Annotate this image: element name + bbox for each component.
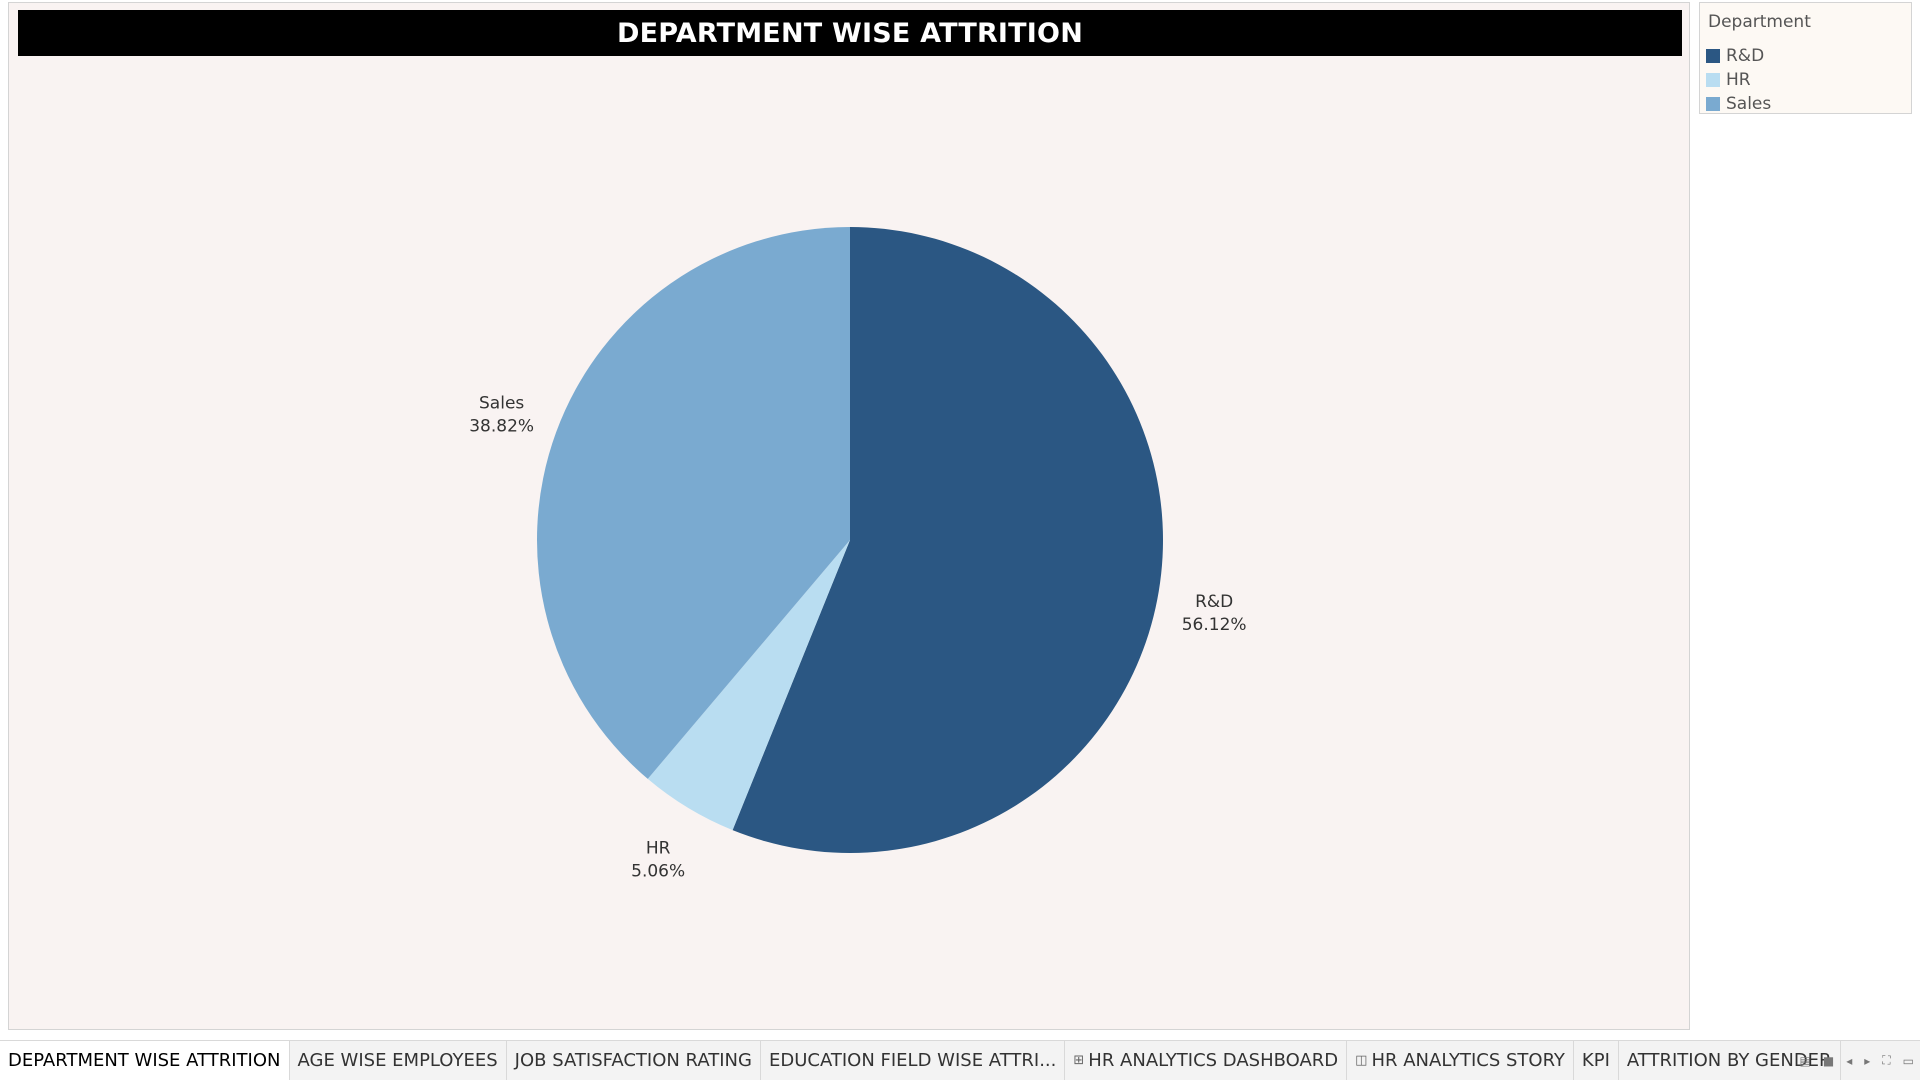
tab-department-wise-attrition[interactable]: DEPARTMENT WISE ATTRITION [0,1041,290,1080]
slice-percent-label: 56.12% [1182,615,1247,635]
legend: Department R&D HR Sales [1699,2,1912,114]
legend-label-sales: Sales [1726,94,1771,114]
legend-swatch-sales [1706,97,1720,111]
tab-navigation: ▤ ■ ◂ ▸ ⛶ ▭ [1800,1053,1915,1068]
slice-category-label: HR [646,839,671,859]
tab-label: AGE WISE EMPLOYEES [298,1050,498,1071]
tab-list-icon[interactable]: ▤ [1800,1054,1811,1068]
legend-swatch-rnd [1706,49,1720,63]
legend-label-hr: HR [1726,70,1751,90]
slice-percent-label: 5.06% [631,862,685,882]
legend-items: R&D HR Sales [1706,44,1771,116]
slice-category-label: Sales [479,393,524,413]
slice-percent-label: 38.82% [469,416,534,436]
tab-label: KPI [1582,1050,1610,1071]
previous-tab-icon[interactable]: ◂ [1846,1054,1852,1068]
tab-job-satisfaction-rating[interactable]: JOB SATISFACTION RATING [507,1041,761,1080]
tab-hr-analytics-story[interactable]: ◫ HR ANALYTICS STORY [1347,1041,1574,1080]
presentation-icon[interactable]: ▭ [1903,1054,1914,1068]
next-tab-icon[interactable]: ▸ [1864,1054,1870,1068]
legend-item-sales[interactable]: Sales [1706,92,1771,116]
story-icon: ◫ [1355,1053,1367,1068]
tab-label: HR ANALYTICS DASHBOARD [1088,1050,1338,1071]
fullscreen-icon[interactable]: ⛶ [1882,1053,1890,1068]
tab-label: HR ANALYTICS STORY [1371,1050,1564,1071]
legend-swatch-hr [1706,73,1720,87]
dashboard-icon: ⊞ [1073,1053,1084,1068]
legend-item-rnd[interactable]: R&D [1706,44,1771,68]
tab-label: DEPARTMENT WISE ATTRITION [8,1050,281,1071]
legend-title: Department [1708,12,1811,32]
tab-strip-icon[interactable]: ■ [1823,1054,1834,1068]
legend-label-rnd: R&D [1726,46,1764,66]
tab-label: JOB SATISFACTION RATING [515,1050,752,1071]
tab-hr-analytics-dashboard[interactable]: ⊞ HR ANALYTICS DASHBOARD [1065,1041,1347,1080]
worksheet-view: DEPARTMENT WISE ATTRITION R&D 56.12% HR 5.0… [8,2,1690,1030]
tab-age-wise-employees[interactable]: AGE WISE EMPLOYEES [290,1041,507,1080]
sheet-tab-bar: DEPARTMENT WISE ATTRITION AGE WISE EMPLO… [0,1040,1920,1080]
sheet-tabs: DEPARTMENT WISE ATTRITION AGE WISE EMPLO… [0,1041,1841,1080]
tab-label: EDUCATION FIELD WISE ATTRI... [769,1050,1056,1071]
pie-chart: R&D 56.12% HR 5.06% Sales 38.82% [9,3,1691,1031]
tab-kpi[interactable]: KPI [1574,1041,1619,1080]
legend-item-hr[interactable]: HR [1706,68,1771,92]
slice-category-label: R&D [1195,592,1233,612]
tab-education-field-wise-attrition[interactable]: EDUCATION FIELD WISE ATTRI... [761,1041,1065,1080]
